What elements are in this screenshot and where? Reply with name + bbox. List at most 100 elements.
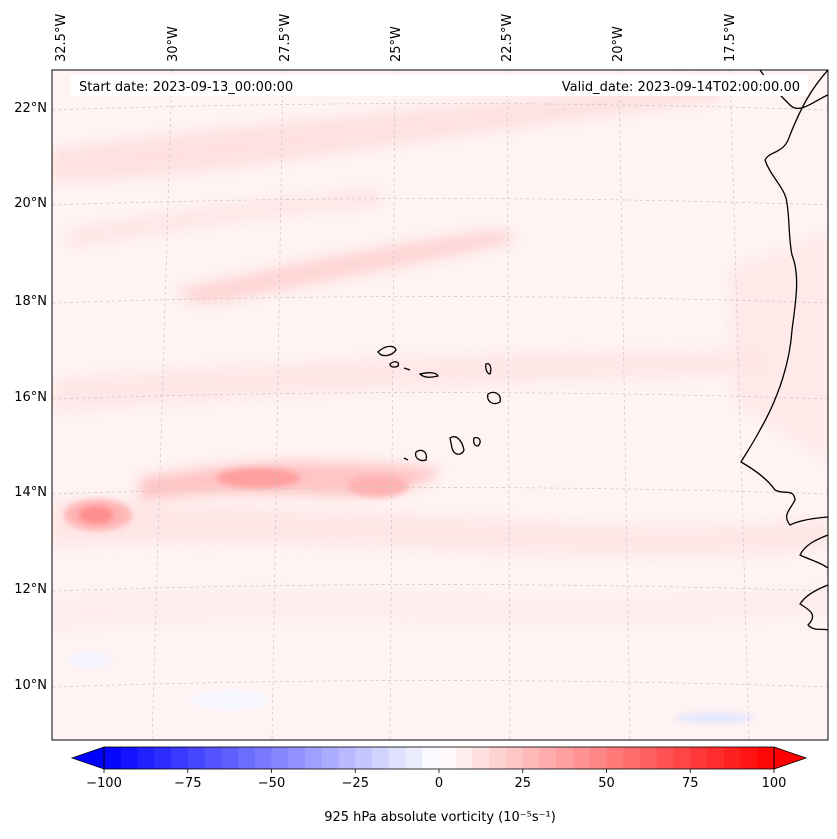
guinea-bissau-coast [799, 534, 828, 569]
latitude-tick-label: 20°N [14, 196, 47, 211]
colorbar-extend-max [773, 746, 808, 770]
island-sao-nicolau [418, 372, 439, 378]
colorbar-segment [740, 747, 758, 769]
latitude-tick-label: 14°N [14, 485, 47, 500]
colorbar-segment [288, 747, 306, 769]
colorbar-segment [472, 747, 490, 769]
colorbar-tick-label: 50 [598, 776, 615, 791]
island-fogo [414, 449, 428, 462]
island-maio [472, 436, 481, 447]
colorbar-segment [707, 747, 725, 769]
colorbar-segment [455, 747, 473, 769]
longitude-tick-label: 22.5°W [500, 14, 515, 62]
colorbar-segment [271, 747, 289, 769]
colorbar-segment [673, 747, 691, 769]
longitude-tick-label: 20°W [611, 26, 626, 62]
colorbar-tick-label: 75 [682, 776, 699, 791]
colorbar-segment [338, 747, 356, 769]
island-santa-luzia [403, 367, 411, 371]
island-boa-vista [487, 391, 501, 405]
vorticity-band-south [52, 500, 828, 556]
island-brava [403, 457, 409, 461]
vorticity-band-upper [70, 190, 380, 248]
colorbar-segment [221, 747, 239, 769]
colorbar-label: 925 hPa absolute vorticity (10⁻⁵s⁻¹) [324, 810, 556, 825]
map-background [52, 70, 828, 740]
colorbar-segment [137, 747, 155, 769]
latitude-tick-label: 12°N [14, 582, 47, 597]
cape-verde-islands [377, 345, 501, 462]
colorbar-segment [623, 747, 641, 769]
vorticity-band-north [52, 80, 720, 182]
colorbar-segment [589, 747, 607, 769]
colorbar-tick-label: −75 [174, 776, 201, 791]
island-sal [485, 362, 492, 375]
colorbar-segment [405, 747, 423, 769]
colorbar-segment [506, 747, 524, 769]
guinea-coast [799, 584, 828, 631]
vorticity-min-west [68, 652, 112, 668]
valid-date-label: Valid_date: 2023-09-14T02:00:00.00 [562, 80, 800, 95]
latitude-tick-label: 22°N [14, 101, 47, 116]
vorticity-band-far-south [52, 592, 828, 628]
colorbar-segment [539, 747, 557, 769]
latitude-tick-label: 18°N [14, 294, 47, 309]
latitude-tick-label: 10°N [14, 678, 47, 693]
colorbar[interactable] [70, 746, 808, 770]
vorticity-east-shading [730, 230, 828, 460]
colorbar-segment [522, 747, 540, 769]
colorbar-segment [640, 747, 658, 769]
map-border [51, 69, 829, 741]
island-santiago [449, 436, 465, 455]
colorbar-segment [187, 747, 205, 769]
longitude-tick-label: 30°W [166, 26, 181, 62]
longitude-ticks: 32.5°W 30°W 27.5°W 25°W 22.5°W 20°W 17.5°W [54, 14, 738, 62]
colorbar-tick-label: −50 [258, 776, 285, 791]
colorbar-segment [690, 747, 708, 769]
colorbar-segment [154, 747, 172, 769]
colorbar-segment [489, 747, 507, 769]
colorbar-tick-label: 100 [762, 776, 787, 791]
map-panel[interactable] [52, 70, 828, 740]
colorbar-segment [388, 747, 406, 769]
colorbar-tick-label: 25 [514, 776, 531, 791]
start-date-label: Start date: 2023-09-13_00:00:00 [79, 80, 293, 95]
longitude-tick-label: 25°W [389, 26, 404, 62]
colorbar-segment [238, 747, 256, 769]
latitude-tick-label: 16°N [14, 390, 47, 405]
colorbar-tick-label: −25 [342, 776, 369, 791]
colorbar-segment [656, 747, 674, 769]
colorbar-segment [556, 747, 574, 769]
colorbar-segment [104, 747, 122, 769]
header-bar: Start date: 2023-09-13_00:00:00 Valid_da… [70, 75, 808, 96]
vorticity-max-center [216, 468, 300, 488]
vorticity-max-east [348, 475, 408, 497]
vorticity-field [52, 80, 828, 723]
vorticity-max-west-core [78, 506, 114, 524]
colorbar-segment [355, 747, 373, 769]
colorbar-segment [757, 747, 775, 769]
colorbar-segment [422, 747, 440, 769]
island-sao-vicente [389, 361, 400, 368]
africa-coast-west [740, 70, 828, 526]
graticule [52, 70, 828, 740]
colorbar-segment [120, 747, 138, 769]
colorbar-segment [439, 747, 457, 769]
colorbar-segment [723, 747, 741, 769]
island-santo-antao [377, 345, 397, 357]
longitude-tick-label: 32.5°W [54, 14, 69, 62]
colorbar-segment [171, 747, 189, 769]
colorbar-segment [204, 747, 222, 769]
longitude-tick-label: 27.5°W [278, 14, 293, 62]
colorbar-segment [372, 747, 390, 769]
colorbar-extend-min [70, 746, 105, 770]
colorbar-segment [606, 747, 624, 769]
colorbar-tick-label: −100 [86, 776, 122, 791]
colorbar-ticks: −100 −75 −50 −25 0 25 50 75 100 [86, 769, 786, 791]
vorticity-band-central [52, 350, 760, 410]
longitude-tick-label: 17.5°W [723, 14, 738, 62]
colorbar-segment [254, 747, 272, 769]
colorbar-segment [321, 747, 339, 769]
vorticity-min-south [675, 713, 755, 723]
